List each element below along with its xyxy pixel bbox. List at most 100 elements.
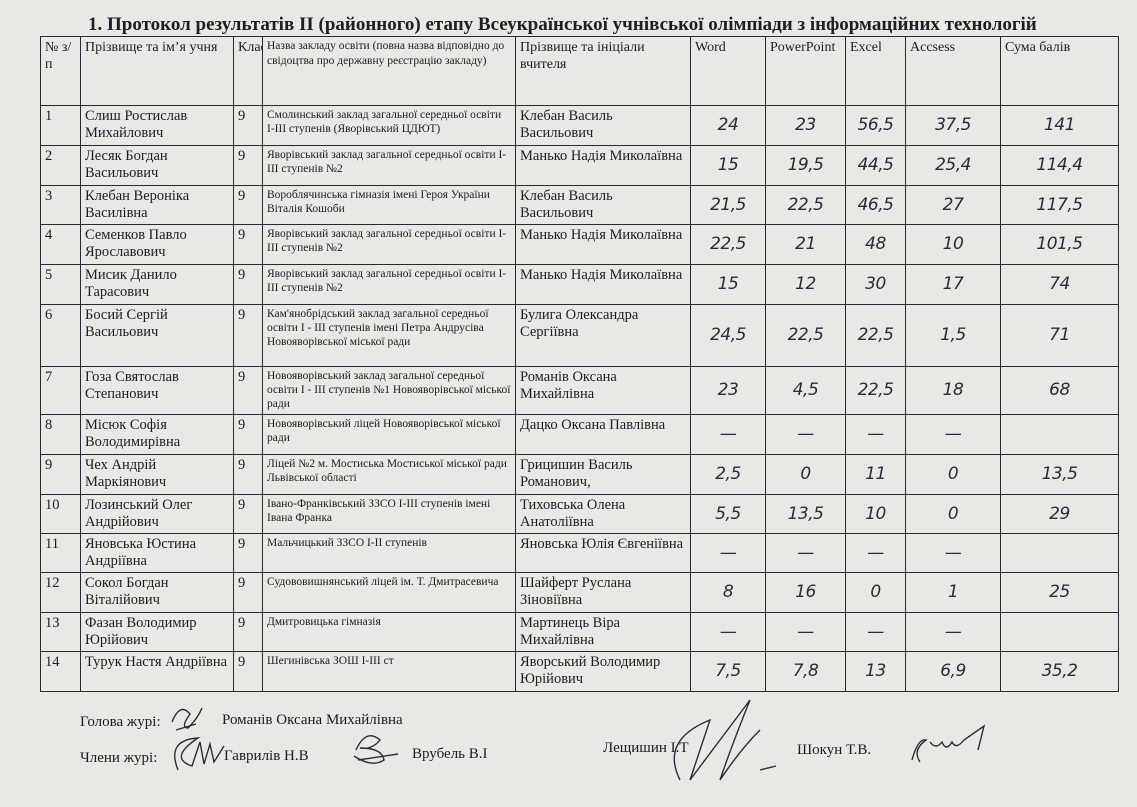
score-cell: — (765, 414, 846, 455)
table-cell: Мартинець Віра Михайлівна (515, 612, 691, 652)
table-cell: Булига Олександра Сергіївна (515, 304, 691, 367)
table-cell: 9 (233, 304, 263, 367)
score-cell: 13 (845, 651, 906, 692)
score-cell: 22,5 (765, 304, 846, 367)
signature (911, 724, 986, 763)
score-cell: 25 (1000, 572, 1119, 613)
score-cell: — (905, 612, 1001, 652)
table-cell: 14 (40, 651, 81, 692)
header-cell: Прізвище та ініціали вчителя (515, 36, 691, 106)
table-cell: Яворівський заклад загальної середньої о… (262, 264, 516, 305)
table-cell: Гоза Святослав Степанович (80, 366, 234, 415)
table-cell: 9 (233, 224, 263, 265)
score-cell: 101,5 (1000, 224, 1119, 265)
table-cell: 10 (40, 494, 81, 534)
table-cell: 9 (233, 105, 263, 146)
score-cell: 24,5 (690, 304, 766, 367)
table-cell: Шегинівська ЗОШ І-ІІІ ст (262, 651, 516, 692)
signature (174, 737, 225, 771)
score-cell: 21,5 (690, 185, 766, 225)
score-cell: 19,5 (765, 145, 846, 186)
table-cell: Місюк Софія Володимирівна (80, 414, 234, 455)
score-cell: 2,5 (690, 454, 766, 495)
table-cell: Слиш Ростислав Михайлович (80, 105, 234, 146)
chair-label: Голова журі: (80, 714, 161, 730)
member-name: Лещишин І.Т (603, 740, 689, 756)
table-cell: Яворський Володимир Юрійович (515, 651, 691, 692)
table-cell: Дмитровицька гімназія (262, 612, 516, 652)
table-cell: Грицишин Василь Романович, (515, 454, 691, 495)
member-name: Шокун Т.В. (797, 742, 872, 758)
table-cell: Новояворівський ліцей Новояворівської мі… (262, 414, 516, 455)
score-cell: 35,2 (1000, 651, 1119, 692)
members-label: Члени журі: (80, 750, 158, 766)
header-cell: Word (690, 36, 766, 106)
table-cell: Манько Надія Миколаївна (515, 224, 691, 265)
score-cell: 25,4 (905, 145, 1001, 186)
score-cell: 10 (845, 494, 906, 534)
table-cell: Вороблячинська гімназія імені Героя Укра… (262, 185, 516, 225)
score-cell: 18 (905, 366, 1001, 415)
score-cell: 5,5 (690, 494, 766, 534)
score-cell: 13,5 (765, 494, 846, 534)
table-cell: 9 (233, 454, 263, 495)
score-cell: — (690, 612, 766, 652)
table-row: 1 Слиш Ростислав Михайлович 9 Смолинський з… (40, 105, 1119, 146)
table-cell: 9 (233, 414, 263, 455)
score-cell: 17 (905, 264, 1001, 305)
score-cell: — (690, 414, 766, 455)
signature (353, 735, 399, 764)
table-cell: 3 (40, 185, 81, 225)
header-cell: Excel (845, 36, 906, 106)
score-cell: 46,5 (845, 185, 906, 225)
score-cell: 0 (905, 494, 1001, 534)
score-cell: — (765, 533, 846, 573)
table-cell: Фазан Володимир Юрійович (80, 612, 234, 652)
table-cell: 9 (233, 572, 263, 613)
table-cell: Мальчицький ЗЗСО І-ІІ ступенів (262, 533, 516, 573)
table-row: 2 Лесяк Богдан Васильович 9 Яворівський зак… (40, 145, 1119, 186)
score-cell: 117,5 (1000, 185, 1119, 225)
table-row: 4 Семенков Павло Ярославович 9 Яворівський … (40, 224, 1119, 265)
score-cell: — (690, 533, 766, 573)
table-row: 5 Мисик Данило Тарасович 9 Яворівський закл… (40, 264, 1119, 305)
table-cell: Манько Надія Миколаївна (515, 264, 691, 305)
score-cell (1000, 533, 1119, 573)
header-cell: PowerPoint (765, 36, 846, 106)
table-row: 9 Чех Андрій Маркіянович 9 Ліцей №2 м. Мост… (40, 454, 1119, 495)
score-cell: 27 (905, 185, 1001, 225)
score-cell: 22,5 (690, 224, 766, 265)
score-cell: 0 (845, 572, 906, 613)
table-cell: Клебан Вероніка Василівна (80, 185, 234, 225)
member-name: Гаврилів Н.В (224, 748, 309, 764)
table-cell: 9 (233, 264, 263, 305)
score-cell: 1,5 (905, 304, 1001, 367)
title: 1. Протокол результатів ІІ (районного) е… (88, 14, 1037, 35)
table-cell: 9 (233, 533, 263, 573)
table-cell: Чех Андрій Маркіянович (80, 454, 234, 495)
chair-name: Романів Оксана Михайлівна (222, 712, 403, 728)
table-cell: Ліцей №2 м. Мостиська Мостиської міської… (262, 454, 516, 495)
header-cell: Назва закладу освіти (повна назва відпов… (262, 36, 516, 106)
header-cell: Прізвище та ім’я учня (80, 36, 234, 106)
score-cell: — (845, 414, 906, 455)
table-cell: Яворівський заклад загальної середньої о… (262, 145, 516, 186)
table-cell: 2 (40, 145, 81, 186)
score-cell: 29 (1000, 494, 1119, 534)
table-cell: Лесяк Богдан Васильович (80, 145, 234, 186)
table-cell: Яновська Юстина Андріївна (80, 533, 234, 573)
table-cell: Новояворівський заклад загальної середнь… (262, 366, 516, 415)
member-name: Врубель В.І (412, 746, 488, 762)
signature (673, 699, 777, 781)
score-cell: 7,8 (765, 651, 846, 692)
score-cell: 10 (905, 224, 1001, 265)
table-cell: 9 (233, 651, 263, 692)
score-cell: 16 (765, 572, 846, 613)
score-cell: 4,5 (765, 366, 846, 415)
score-cell: 13,5 (1000, 454, 1119, 495)
score-cell: 12 (765, 264, 846, 305)
score-cell: 56,5 (845, 105, 906, 146)
table-cell: Кам'янобрідський заклад загальної середн… (262, 304, 516, 367)
